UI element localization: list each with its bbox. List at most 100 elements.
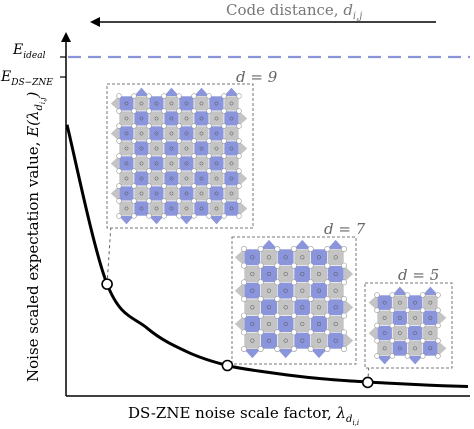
plaquette	[223, 155, 240, 172]
ancilla-qubit	[229, 176, 234, 181]
data-qubit	[131, 153, 137, 159]
ancilla-qubit	[250, 288, 255, 293]
data-qubit	[291, 329, 297, 336]
plaquette	[277, 265, 295, 283]
data-qubit	[176, 213, 182, 219]
plaquette	[310, 248, 328, 266]
data-qubit	[116, 198, 122, 204]
ancilla-qubit	[154, 116, 159, 121]
ancilla-qubit	[139, 101, 144, 106]
data-qubit	[274, 246, 281, 252]
data-qubit	[161, 153, 167, 159]
ancilla-qubit	[333, 271, 338, 277]
data-qubit	[161, 213, 167, 219]
data-qubit	[176, 153, 182, 159]
ancilla-qubit	[316, 288, 322, 293]
data-qubit	[161, 198, 167, 204]
plaquette	[133, 140, 150, 157]
data-qubit	[221, 183, 227, 189]
plaquette	[277, 298, 295, 316]
plaquette	[391, 325, 408, 342]
data-qubit	[374, 322, 380, 329]
data-qubit	[241, 312, 247, 319]
data-qubit	[236, 183, 242, 189]
plaquette	[310, 332, 328, 350]
plaquette	[260, 248, 278, 266]
ancilla-qubit	[382, 331, 387, 336]
plaquette	[118, 200, 135, 217]
plaquette	[293, 315, 311, 333]
ancilla-qubit	[283, 338, 288, 343]
data-qubit	[257, 296, 264, 302]
plaquette	[118, 140, 135, 157]
data-qubit	[116, 138, 122, 144]
data-qubit	[146, 168, 152, 174]
data-qubit	[131, 183, 137, 189]
data-qubit	[257, 329, 264, 336]
plaquette	[208, 200, 225, 217]
ancilla-qubit	[124, 101, 129, 106]
plaquette	[208, 170, 225, 187]
data-qubit	[257, 279, 264, 286]
boundary-plaquette	[344, 265, 354, 283]
ancilla-qubit	[382, 315, 387, 320]
plaquette	[391, 309, 408, 326]
ancilla-qubit	[139, 161, 144, 166]
boundary-plaquette	[392, 286, 408, 295]
plaquette	[193, 110, 210, 127]
ancilla-qubit	[300, 338, 305, 343]
data-qubit	[191, 168, 197, 174]
plaquette	[243, 332, 261, 350]
boundary-plaquette	[110, 186, 119, 201]
ancilla-qubit	[266, 255, 272, 260]
plaquette	[376, 340, 393, 357]
data-qubit	[206, 123, 212, 129]
plaquette	[133, 95, 150, 112]
plaquette	[178, 185, 195, 202]
plaquette	[391, 294, 408, 311]
plaquette	[243, 248, 261, 266]
ancilla-qubit	[266, 338, 272, 343]
plaquette	[327, 265, 345, 283]
plaquette	[163, 95, 180, 112]
data-qubit	[324, 246, 331, 252]
data-qubit	[274, 329, 281, 336]
ancilla-qubit	[300, 288, 305, 293]
plaquette	[118, 185, 135, 202]
ancilla-qubit	[169, 191, 174, 196]
plaquette	[260, 282, 278, 300]
data-qubit	[257, 246, 264, 252]
plaquette	[277, 332, 295, 350]
data-qubit	[236, 153, 242, 159]
plaquette	[407, 340, 424, 357]
ancilla-qubit	[229, 146, 234, 151]
plaquette	[148, 95, 165, 112]
data-qubit	[241, 346, 247, 352]
data-qubit	[236, 123, 242, 129]
data-qubit	[291, 296, 297, 302]
ancilla-qubit	[382, 346, 387, 351]
data-qubit	[324, 262, 331, 269]
ancilla-qubit	[300, 255, 305, 260]
plaquette	[178, 200, 195, 217]
data-qubit	[191, 123, 197, 129]
ancilla-qubit	[169, 146, 174, 151]
inset-d9: d = 9	[106, 68, 278, 285]
ancilla-qubit	[184, 176, 189, 181]
data-qubit	[146, 108, 152, 114]
data-qubit	[404, 292, 411, 298]
plaquette	[163, 170, 180, 187]
ancilla-qubit	[250, 338, 255, 343]
ancilla-qubit	[139, 131, 144, 136]
data-qubit	[161, 168, 167, 174]
plaquette	[163, 125, 180, 142]
data-qubit	[274, 346, 281, 352]
data-qubit	[341, 246, 347, 252]
ancilla-qubit	[413, 315, 418, 320]
ancilla-qubit	[214, 206, 219, 211]
plaquette	[133, 185, 150, 202]
boundary-plaquette	[438, 340, 447, 356]
data-qubit	[191, 138, 197, 144]
plaquette	[208, 185, 225, 202]
data-qubit	[131, 198, 137, 204]
